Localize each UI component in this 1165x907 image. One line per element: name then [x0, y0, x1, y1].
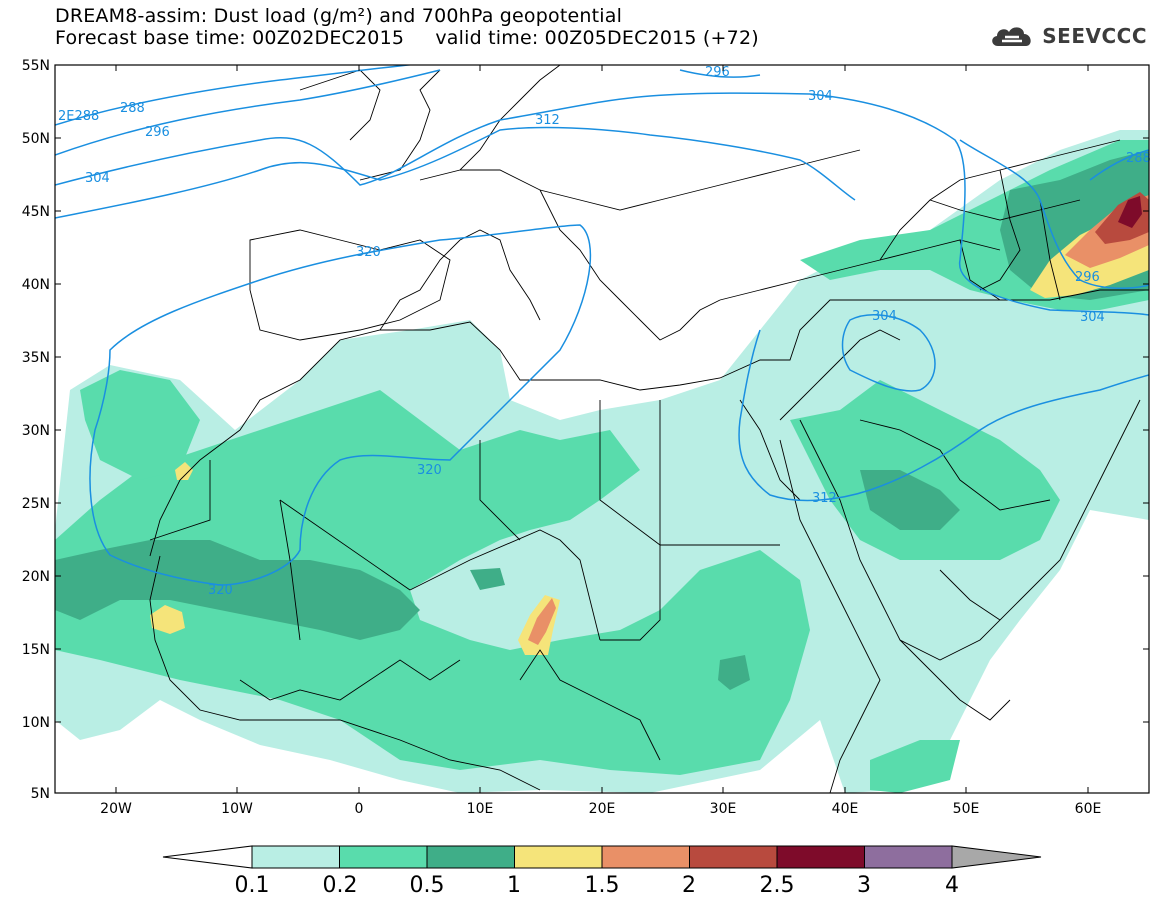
- lon-label: 10E: [467, 801, 494, 817]
- contour-labels: 2E288 288 296 304 296 304 312 320 320 32…: [58, 65, 1151, 598]
- colorbar-over-arrow: [951, 845, 1042, 869]
- colorbar-under-arrow: [162, 845, 253, 869]
- colorbar-label: 0.5: [410, 873, 445, 898]
- colorbar-swatch: [689, 845, 778, 869]
- colorbar-label: 0.2: [323, 873, 358, 898]
- lat-label: 15N: [22, 642, 50, 658]
- lon-label: 20W: [100, 801, 132, 817]
- contour-label: 312: [535, 113, 560, 128]
- lat-label: 30N: [22, 423, 50, 439]
- contour-label: 320: [356, 245, 381, 260]
- colorbar-label: 2: [682, 873, 696, 898]
- colorbar-label: 1: [507, 873, 521, 898]
- contour-label: 288: [1126, 151, 1151, 166]
- colorbar-swatch: [339, 845, 428, 869]
- lat-label: 55N: [22, 58, 50, 74]
- colorbar-swatch: [251, 845, 340, 869]
- map-area: [55, 65, 1149, 793]
- contour-label: 304: [872, 309, 897, 324]
- contour-label: 312: [812, 491, 837, 506]
- lat-label: 45N: [22, 204, 50, 220]
- lon-label: 60E: [1075, 801, 1102, 817]
- lat-label: 10N: [22, 715, 50, 731]
- lon-label: 10W: [221, 801, 253, 817]
- contour-label: 296: [145, 125, 170, 140]
- colorbar-swatch: [776, 845, 865, 869]
- contour-label: 288: [120, 101, 145, 116]
- colorbar-swatch: [864, 845, 953, 869]
- contour-label: 304: [85, 171, 110, 186]
- colorbar-label: 1.5: [585, 873, 620, 898]
- contour-label: 320: [208, 583, 233, 598]
- lon-label: 20E: [589, 801, 616, 817]
- seevccc-logo: SEEVCCC: [988, 22, 1147, 50]
- colorbar-swatch: [514, 845, 603, 869]
- contour-label: 296: [1075, 270, 1100, 285]
- lon-label: 0: [355, 801, 364, 817]
- colorbar: 0.1 0.2 0.5 1 1.5 2 2.5 3 4: [162, 845, 1042, 898]
- geopotential-contours: [55, 65, 1149, 586]
- contour-label: 320: [417, 463, 442, 478]
- lat-label: 35N: [22, 350, 50, 366]
- lon-label: 40E: [832, 801, 859, 817]
- logo-text: SEEVCCC: [1042, 24, 1147, 48]
- colorbar-swatch: [601, 845, 690, 869]
- contour-label: 304: [1080, 310, 1105, 325]
- contour-label: 296: [705, 65, 730, 80]
- cloud-icon: [992, 27, 1031, 46]
- lat-label: 5N: [31, 786, 50, 802]
- colorbar-label: 2.5: [760, 873, 795, 898]
- lon-label: 50E: [953, 801, 980, 817]
- lat-label: 20N: [22, 569, 50, 585]
- colorbar-label: 0.1: [235, 873, 270, 898]
- lat-label: 25N: [22, 496, 50, 512]
- map-subtitle: Forecast base time: 00Z02DEC2015 valid t…: [55, 27, 759, 49]
- longitude-axis: 20W 10W 0 10E 20E 30E 40E 50E 60E: [100, 65, 1101, 817]
- contour-label: 304: [808, 89, 833, 104]
- lat-label: 50N: [22, 131, 50, 147]
- contour-label: 2E288: [58, 109, 99, 124]
- dust-layer-2.5: [1118, 196, 1142, 228]
- colorbar-label: 3: [857, 873, 871, 898]
- latitude-axis: 55N 50N 45N 40N 35N 30N 25N 20N 15N 10N …: [22, 58, 1149, 802]
- colorbar-swatch: [426, 845, 515, 869]
- lat-label: 40N: [22, 277, 50, 293]
- map-title: DREAM8-assim: Dust load (g/m²) and 700hP…: [55, 5, 623, 27]
- lon-label: 30E: [710, 801, 737, 817]
- colorbar-label: 4: [945, 873, 959, 898]
- country-borders: [149, 65, 1149, 793]
